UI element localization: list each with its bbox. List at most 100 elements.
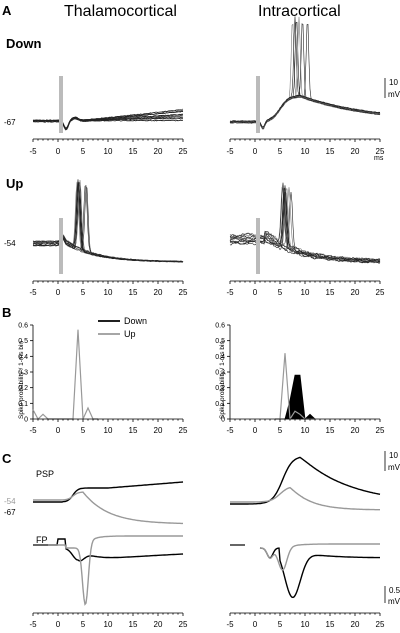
x-tick-label: 15 xyxy=(326,426,335,435)
voltage-trace xyxy=(229,191,381,264)
x-tick-label: 20 xyxy=(351,288,360,297)
x-tick-label: 15 xyxy=(129,620,138,629)
voltage-trace xyxy=(32,181,184,263)
voltage-trace xyxy=(229,188,381,264)
y-tick-label: 0.4 xyxy=(18,354,28,361)
psp-trace-up xyxy=(230,486,380,511)
voltage-trace xyxy=(229,23,381,130)
y-tick-label: 0.6 xyxy=(18,323,28,330)
scale-c-psp-unit: mV xyxy=(388,463,400,472)
ms-unit: ms xyxy=(374,155,384,162)
traces-up-thalamocortical xyxy=(32,179,184,263)
fp-trace-up xyxy=(48,535,183,606)
fp-trace-up xyxy=(259,543,380,571)
x-tick-label: 15 xyxy=(326,288,335,297)
x-axis-up-right: -5 0 5 10 15 20 25 xyxy=(226,280,385,297)
voltage-label-down: -67 xyxy=(4,118,16,127)
x-tick-label: 0 xyxy=(56,147,61,156)
voltage-trace xyxy=(229,182,381,264)
fp-trace-down xyxy=(259,547,380,599)
x-axis-c-right: -5 0 5 10 15 20 25 xyxy=(226,612,385,629)
psp-trace-down xyxy=(33,481,184,503)
traces-up-intracortical xyxy=(229,182,381,264)
x-tick-label: 15 xyxy=(129,147,138,156)
x-tick-label: 15 xyxy=(129,288,138,297)
x-tick-label: 5 xyxy=(81,620,86,629)
y-tick-label: 0 xyxy=(221,417,225,424)
voltage-trace xyxy=(229,188,381,264)
scale-c-fp-value: 0.5 xyxy=(389,586,400,595)
voltage-trace xyxy=(229,24,381,129)
legend-up: Up xyxy=(124,329,136,339)
label-psp: PSP xyxy=(36,469,54,479)
x-tick-label: 25 xyxy=(179,288,188,297)
y-tick-label: 0.3 xyxy=(215,370,225,377)
x-tick-label: 5 xyxy=(278,620,283,629)
x-tick-label: -5 xyxy=(226,620,234,629)
voltage-trace xyxy=(32,182,184,263)
x-tick-label: 10 xyxy=(301,288,310,297)
x-tick-label: 25 xyxy=(179,147,188,156)
voltage-label-down-c: -67 xyxy=(4,508,16,517)
voltage-trace xyxy=(229,240,381,264)
voltage-trace xyxy=(32,110,184,129)
x-axis-up-left: -5 0 5 10 15 20 25 xyxy=(29,280,188,297)
x-axis-c-left: -5 0 5 10 15 20 25 xyxy=(29,612,188,629)
x-tick-label: -5 xyxy=(29,147,37,156)
x-tick-label: 20 xyxy=(351,620,360,629)
x-tick-label: 20 xyxy=(154,620,163,629)
x-tick-label: 5 xyxy=(81,288,86,297)
x-tick-label: 5 xyxy=(81,426,86,435)
avg-traces-intracortical xyxy=(230,456,381,599)
histogram-thalamocortical: 0 0.1 0.2 0.3 0.4 0.5 0.6 xyxy=(18,323,98,424)
title-thalamocortical: Thalamocortical xyxy=(64,3,177,20)
voltage-trace xyxy=(32,187,184,263)
x-tick-label: 25 xyxy=(376,147,385,156)
voltage-label-up-c: -54 xyxy=(4,497,16,506)
stimulus-artifact xyxy=(59,218,63,274)
x-tick-label: 0 xyxy=(253,288,258,297)
x-tick-label: -5 xyxy=(29,426,37,435)
y-tick-label: 0.5 xyxy=(18,338,28,345)
x-tick-label: 25 xyxy=(376,620,385,629)
psp-trace-up xyxy=(33,491,183,525)
x-tick-label: 0 xyxy=(253,426,258,435)
x-tick-label: 0 xyxy=(56,620,61,629)
voltage-trace xyxy=(33,110,183,131)
panel-letter-a: A xyxy=(2,3,12,18)
histogram-intracortical: 0 0.1 0.2 0.3 0.4 0.5 0.6 xyxy=(215,323,317,424)
y-tick-label: 0.4 xyxy=(215,354,225,361)
x-axis-down-right: -5 0 5 10 15 20 25 xyxy=(226,138,385,156)
x-tick-label: 10 xyxy=(301,147,310,156)
scale-a-value: 10 xyxy=(389,78,398,87)
voltage-trace xyxy=(32,184,184,263)
x-tick-label: 10 xyxy=(104,620,113,629)
x-tick-label: 25 xyxy=(179,620,188,629)
x-tick-label: 20 xyxy=(154,426,163,435)
scale-c-fp-unit: mV xyxy=(388,597,400,606)
x-tick-label: 10 xyxy=(104,147,113,156)
avg-traces-thalamocortical xyxy=(33,481,184,606)
stimulus-artifact xyxy=(256,76,260,133)
label-up: Up xyxy=(6,176,23,191)
y-axis-label-left: Spike probability / 1-ms bin xyxy=(18,341,25,419)
fp-trace-down xyxy=(48,538,184,562)
x-tick-label: -5 xyxy=(29,620,37,629)
y-tick-label: 0.1 xyxy=(18,401,28,408)
y-tick-label: 0.2 xyxy=(215,385,225,392)
x-tick-label: 20 xyxy=(154,147,163,156)
voltage-trace xyxy=(230,95,381,128)
scale-a-unit: mV xyxy=(388,90,400,99)
x-tick-label: 20 xyxy=(154,288,163,297)
y-axis-label-right: Spike probability / 1-ms bin xyxy=(219,341,226,419)
x-tick-label: -5 xyxy=(226,147,234,156)
voltage-trace xyxy=(32,235,183,263)
x-tick-label: 15 xyxy=(326,620,335,629)
x-tick-label: 25 xyxy=(376,426,385,435)
x-tick-label: 15 xyxy=(326,147,335,156)
voltage-trace xyxy=(229,96,381,130)
x-tick-label: 0 xyxy=(56,288,61,297)
x-tick-label: 25 xyxy=(376,288,385,297)
x-tick-label: 20 xyxy=(351,426,360,435)
